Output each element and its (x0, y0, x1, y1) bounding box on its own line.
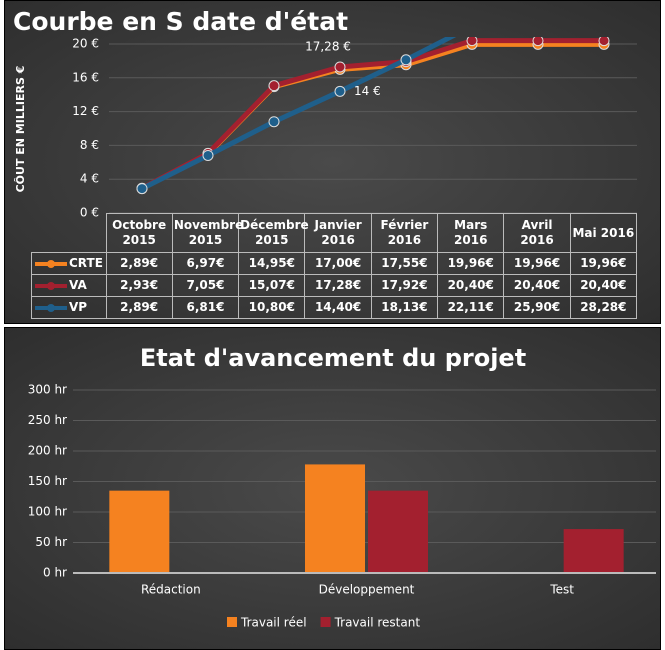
category-cell: Février 2016 (370, 213, 439, 253)
category-cell: Janvier 2016 (304, 213, 372, 253)
s-curve-panel: Courbe en S date d'état CÔUT EN MILLIERS… (4, 0, 661, 324)
chart: Courbe en S date d'état CÔUT EN MILLIERS… (13, 7, 637, 220)
point (467, 21, 477, 31)
value-cell: 14,40€ (304, 296, 372, 319)
value-cell: 19,96€ (437, 252, 505, 275)
legend-label: VA (69, 278, 87, 292)
table-header: Octobre 2015 Novembre 2015 Décembre 2015 Ja… (32, 213, 638, 253)
legend-cell: VA (31, 274, 107, 297)
value-cell: 7,05€ (171, 274, 240, 297)
legend-swatch (35, 281, 67, 290)
value-cell: 22,11€ (437, 296, 505, 319)
category-cell: Avril 2016 (503, 213, 571, 253)
point (202, 149, 214, 161)
bar (305, 464, 365, 573)
bar (109, 490, 170, 573)
legend-label: Travail restant (334, 616, 421, 630)
y-tick-label: 8 € (80, 138, 99, 152)
x-tick-label: Rédaction (141, 583, 201, 597)
table-row: VP 2,89€ 6,81€ 10,80€ 14,40€ 18,13€ 22,11€ 25,9… (31, 296, 638, 319)
legend-label: CRTE (69, 256, 103, 270)
point (598, 37, 610, 47)
legend-cell: CRTE (31, 252, 107, 275)
y-tick-label: 300 hr (28, 383, 67, 397)
value-cell: 6,97€ (171, 252, 240, 275)
x-tick-label: Test (549, 583, 574, 597)
value-cell: 14,95€ (238, 252, 306, 275)
x-tick-label: Développement (319, 583, 415, 597)
y-axis-label: CÔUT EN MILLIERS € (14, 66, 27, 193)
category-cell: Décembre 2015 (238, 213, 309, 253)
value-cell: 2,89€ (105, 252, 173, 275)
legend-label: VP (69, 300, 88, 314)
value-cell: 28,28€ (569, 296, 638, 319)
legend-swatch (35, 259, 67, 268)
value-cell: 17,28€ (304, 274, 372, 297)
y-tick-label: 50 hr (35, 535, 67, 549)
legend-swatch (320, 617, 331, 627)
value-cell: 17,55€ (370, 252, 439, 275)
y-tick-label: 4 € (80, 172, 99, 186)
chart-title: Etat d'avancement du projet (140, 344, 526, 372)
blank-cell (32, 214, 107, 253)
point (466, 37, 478, 47)
plot (136, 21, 610, 195)
category-cell: Novembre 2015 (171, 213, 243, 253)
value-cell: 17,92€ (370, 274, 439, 297)
point (334, 61, 346, 73)
value-cell: 20,40€ (569, 274, 638, 297)
value-cell: 10,80€ (238, 296, 306, 319)
point (334, 85, 346, 97)
y-tick-label: 20 € (72, 37, 99, 51)
point (268, 80, 280, 92)
legend-swatch (35, 303, 67, 312)
y-tick-label: 200 hr (28, 444, 67, 458)
value-cell: 20,40€ (503, 274, 571, 297)
table-row: CRTE 2,89€ 6,97€ 14,95€ 17,00€ 17,55€ 19,96€ 19… (31, 252, 638, 275)
legend-marker (47, 259, 55, 268)
y-tick-label: 0 hr (43, 566, 67, 580)
point (532, 37, 544, 47)
series-line (140, 38, 604, 191)
y-tick-label: 100 hr (28, 505, 67, 519)
value-cell: 20,40€ (437, 274, 505, 297)
category-cell: Mai 2016 (569, 213, 638, 253)
y-tick-label: 150 hr (28, 474, 67, 488)
value-cell: 19,96€ (503, 252, 571, 275)
value-cell: 6,81€ (171, 296, 240, 319)
value-cell: 2,89€ (105, 296, 173, 319)
chart: Etat d'avancement du projet 0 hr 50 hr 100… (28, 344, 656, 630)
data-label: 14 € (354, 84, 381, 98)
category-cell: Mars 2016 (437, 213, 505, 253)
table-row: VA 2,93€ 7,05€ 15,07€ 17,28€ 17,92€ 20,40€ 20,4… (31, 274, 638, 297)
legend-cell: VP (31, 296, 107, 319)
y-tick-label: 12 € (72, 104, 99, 118)
value-cell: 2,93€ (105, 274, 173, 297)
category-cell: Octobre 2015 (105, 213, 173, 253)
chart-title: Courbe en S date d'état (13, 7, 348, 36)
point (136, 183, 148, 195)
legend-marker (47, 303, 55, 312)
data-table: Octobre 2015 Novembre 2015 Décembre 2015 Ja… (31, 213, 638, 319)
point (400, 54, 412, 66)
y-tick-label: 250 hr (28, 413, 67, 427)
y-tick-label: 16 € (72, 70, 99, 84)
data-label: 17,28 € (305, 39, 351, 53)
value-cell: 15,07€ (238, 274, 306, 297)
value-cell: 17,00€ (304, 252, 372, 275)
point (268, 116, 280, 128)
bar (563, 529, 624, 573)
bar (368, 490, 428, 573)
legend-marker (47, 281, 55, 290)
progress-panel: Etat d'avancement du projet 0 hr 50 hr 100… (4, 327, 661, 650)
series-line (140, 37, 457, 191)
y-tick-label: 0 € (80, 206, 99, 220)
value-cell: 19,96€ (569, 252, 638, 275)
value-cell: 25,90€ (503, 296, 571, 319)
value-cell: 18,13€ (370, 296, 439, 319)
legend-swatch (227, 617, 237, 627)
legend-label: Travail réel (240, 616, 307, 630)
